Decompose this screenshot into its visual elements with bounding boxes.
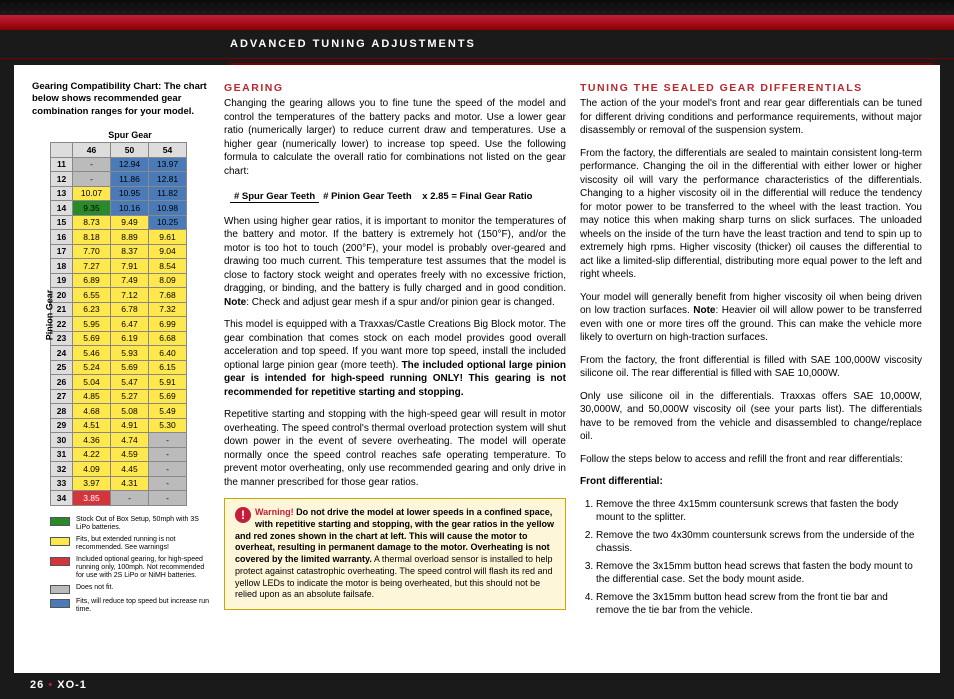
- table-row: 265.045.475.91: [51, 375, 187, 390]
- table-row: 314.224.59-: [51, 447, 187, 462]
- table-row: 187.277.918.54: [51, 259, 187, 274]
- table-row: 216.236.787.32: [51, 302, 187, 317]
- diff-title: TUNING THE SEALED GEAR DIFFERENTIALS: [580, 81, 922, 95]
- diff-p2: From the factory, the differentials are …: [580, 147, 922, 282]
- column-differentials: TUNING THE SEALED GEAR DIFFERENTIALS The…: [580, 81, 922, 657]
- table-row: 196.897.498.09: [51, 273, 187, 288]
- page-footer: 26 • XO-1: [30, 679, 87, 691]
- legend: Stock Out of Box Setup, 50mph with 3S Li…: [50, 516, 210, 614]
- table-row: 274.855.275.69: [51, 389, 187, 404]
- table-row: 12-11.8612.81: [51, 172, 187, 187]
- diff-p5: Only use silicone oil in the differentia…: [580, 390, 922, 444]
- section-header: ADVANCED TUNING ADJUSTMENTS: [0, 30, 954, 59]
- table-row: 1310.0710.9511.82: [51, 186, 187, 201]
- column-gearing: GEARING Changing the gearing allows you …: [224, 81, 566, 657]
- gear-formula: # Spur Gear Teeth# Pinion Gear Teeth x 2…: [230, 191, 532, 205]
- table-row: 168.188.899.61: [51, 230, 187, 245]
- table-row: 333.974.31-: [51, 476, 187, 491]
- table-row: 324.094.45-: [51, 462, 187, 477]
- table-row: 206.557.127.68: [51, 288, 187, 303]
- gearing-p3: This model is equipped with a Traxxas/Ca…: [224, 318, 566, 399]
- front-diff-title: Front differential:: [580, 475, 922, 489]
- table-row: 235.696.196.68: [51, 331, 187, 346]
- gearing-table: 465054 11-12.9413.9712-11.8612.811310.07…: [50, 142, 187, 506]
- table-row: 245.465.936.40: [51, 346, 187, 361]
- sidebar: Gearing Compatibility Chart: The chart b…: [32, 81, 210, 657]
- table-row: 304.364.74-: [51, 433, 187, 448]
- list-item: Remove the 3x15mm button head screws tha…: [596, 560, 922, 587]
- gearing-p1: Changing the gearing allows you to fine …: [224, 97, 566, 178]
- diff-p4: From the factory, the front differential…: [580, 354, 922, 381]
- table-row: 294.514.915.30: [51, 418, 187, 433]
- gearing-title: GEARING: [224, 81, 566, 95]
- content-area: Gearing Compatibility Chart: The chart b…: [14, 65, 940, 673]
- table-row: 255.245.696.15: [51, 360, 187, 375]
- list-item: Remove the 3x15mm button head screw from…: [596, 591, 922, 618]
- legend-item: Fits, will reduce top speed but increase…: [50, 598, 210, 614]
- top-banner: [0, 0, 954, 30]
- table-row: 11-12.9413.97: [51, 157, 187, 172]
- gearing-p4: Repetitive starting and stopping with th…: [224, 408, 566, 489]
- legend-item: Stock Out of Box Setup, 50mph with 3S Li…: [50, 516, 210, 532]
- legend-item: Included optional gearing, for high-spee…: [50, 556, 210, 580]
- diff-p1: The action of the your model's front and…: [580, 97, 922, 138]
- table-row: 284.685.085.49: [51, 404, 187, 419]
- table-row: 149.3510.1610.98: [51, 201, 187, 216]
- warning-box: ! Warning! Do not drive the model at low…: [224, 498, 566, 610]
- diff-p6: Follow the steps below to access and ref…: [580, 453, 922, 467]
- warning-icon: !: [235, 507, 251, 523]
- list-item: Remove the two 4x30mm countersunk screws…: [596, 529, 922, 556]
- diff-p3: Your model will generally benefit from h…: [580, 291, 922, 345]
- gearing-p2: When using higher gear ratios, it is imp…: [224, 215, 566, 310]
- table-row: 225.956.476.99: [51, 317, 187, 332]
- legend-item: Fits, but extended running is not recomm…: [50, 536, 210, 552]
- table-row: 343.85--: [51, 491, 187, 506]
- table-row: 158.739.4910.25: [51, 215, 187, 230]
- chart-intro: Gearing Compatibility Chart: The chart b…: [32, 81, 210, 118]
- spur-gear-label: Spur Gear: [50, 130, 210, 140]
- legend-item: Does not fit.: [50, 584, 210, 594]
- table-row: 177.708.379.04: [51, 244, 187, 259]
- front-diff-steps: Remove the three 4x15mm countersunk scre…: [596, 498, 922, 618]
- list-item: Remove the three 4x15mm countersunk scre…: [596, 498, 922, 525]
- pinion-gear-label: Pinion Gear: [44, 290, 54, 341]
